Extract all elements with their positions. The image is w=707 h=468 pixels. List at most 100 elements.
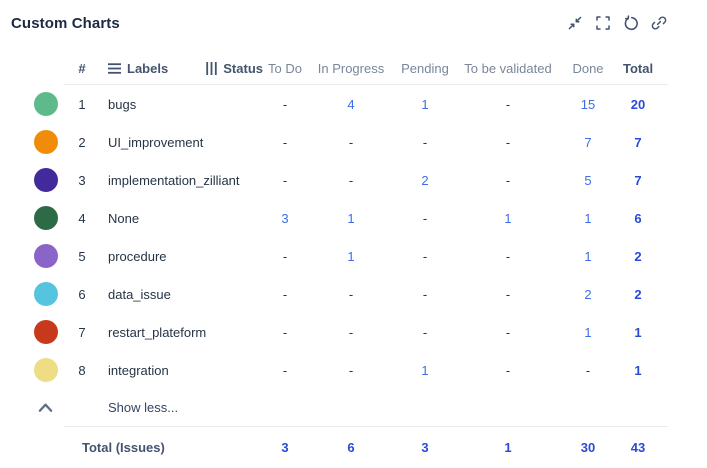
table-row: 1 bugs - 4 1 - 15 20 (0, 85, 707, 123)
table-row: 8 integration - - 1 - - 1 (0, 351, 707, 389)
row-total[interactable]: 7 (634, 172, 642, 188)
fullscreen-button[interactable] (594, 14, 612, 32)
column-header-todo: To Do (268, 60, 302, 76)
cell-value: - (505, 286, 511, 302)
show-less-link[interactable]: Show less... (108, 400, 179, 415)
footer-value-in-progress[interactable]: 6 (347, 439, 355, 455)
cell-value[interactable]: 5 (584, 172, 592, 188)
row-label: bugs (108, 96, 137, 112)
column-header-total: Total (623, 60, 654, 76)
labels-header-text: Labels (127, 60, 169, 76)
show-less-row: Show less... (0, 389, 707, 426)
row-number: 3 (78, 172, 86, 188)
column-header-status[interactable]: Status (206, 61, 263, 76)
hamburger-icon (108, 62, 121, 74)
cell-value[interactable]: 1 (421, 96, 429, 112)
cell-value[interactable]: 15 (580, 96, 596, 112)
cell-value: - (282, 96, 288, 112)
table-row: 3 implementation_zilliant - - 2 - 5 7 (0, 161, 707, 199)
cell-value[interactable]: 2 (421, 172, 429, 188)
row-number: 7 (78, 324, 86, 340)
row-total[interactable]: 2 (634, 248, 642, 264)
vertical-bars-icon (206, 61, 217, 75)
fullscreen-icon (596, 16, 610, 30)
cell-value[interactable]: 1 (421, 362, 429, 378)
link-button[interactable] (650, 14, 668, 32)
row-label: data_issue (108, 286, 171, 302)
row-total[interactable]: 1 (634, 324, 642, 340)
labels-by-status-table: # Labels Status (0, 52, 707, 467)
row-total[interactable]: 6 (634, 210, 642, 226)
cell-value: - (282, 248, 288, 264)
cell-value: - (505, 248, 511, 264)
table-row: 4 None 3 1 - 1 1 6 (0, 199, 707, 237)
cell-value: - (282, 134, 288, 150)
row-number: 5 (78, 248, 86, 264)
row-label: integration (108, 362, 169, 378)
cell-value[interactable]: 2 (584, 286, 592, 302)
collapse-button[interactable] (566, 14, 584, 32)
cell-value[interactable]: 1 (504, 210, 512, 226)
cell-value[interactable]: 1 (347, 210, 355, 226)
footer-value-pending[interactable]: 3 (421, 439, 429, 455)
cell-value: - (282, 324, 288, 340)
table-footer-row: Total (Issues) 3 6 3 1 30 43 (0, 427, 707, 467)
row-number: 6 (78, 286, 86, 302)
row-total[interactable]: 2 (634, 286, 642, 302)
cell-value: - (348, 324, 354, 340)
cell-value[interactable]: 7 (584, 134, 592, 150)
collapse-icon (568, 16, 582, 30)
row-label: None (108, 210, 140, 226)
cell-value: - (348, 134, 354, 150)
label-color-dot (34, 206, 58, 230)
cell-value: - (585, 362, 591, 378)
status-header-text: Status (223, 60, 263, 76)
column-header-labels[interactable]: Labels (108, 61, 168, 76)
table-header-row: # Labels Status (0, 52, 707, 84)
cell-value: - (422, 324, 428, 340)
label-color-dot (34, 358, 58, 382)
cell-value[interactable]: 1 (347, 248, 355, 264)
label-color-dot (34, 282, 58, 306)
label-color-dot (34, 92, 58, 116)
row-number: 8 (78, 362, 86, 378)
table-row: 2 UI_improvement - - - - 7 7 (0, 123, 707, 161)
cell-value: - (348, 362, 354, 378)
row-label: UI_improvement (108, 134, 204, 150)
row-total[interactable]: 1 (634, 362, 642, 378)
cell-value[interactable]: 1 (584, 324, 592, 340)
column-header-in-progress: In Progress (317, 60, 385, 76)
page-title: Custom Charts (11, 14, 120, 32)
cell-value: - (282, 362, 288, 378)
cell-value: - (348, 286, 354, 302)
cell-value[interactable]: 1 (584, 210, 592, 226)
footer-grand-total[interactable]: 43 (630, 439, 646, 455)
cell-value[interactable]: 1 (584, 248, 592, 264)
row-number: 4 (78, 210, 86, 226)
cell-value: - (282, 172, 288, 188)
cell-value[interactable]: 4 (347, 96, 355, 112)
footer-divider (64, 426, 668, 427)
row-total[interactable]: 20 (630, 96, 646, 112)
row-total[interactable]: 7 (634, 134, 642, 150)
column-header-to-be-validated: To be validated (464, 60, 552, 76)
column-header-pending: Pending (401, 60, 449, 76)
refresh-icon (624, 14, 638, 30)
cell-value: - (505, 134, 511, 150)
cell-value[interactable]: 3 (281, 210, 289, 226)
gadget-titlebar: Custom Charts (0, 0, 707, 32)
footer-value-done[interactable]: 30 (580, 439, 596, 455)
table-row: 6 data_issue - - - - 2 2 (0, 275, 707, 313)
footer-value-to-be-validated[interactable]: 1 (504, 439, 512, 455)
footer-total-label: Total (Issues) (82, 439, 165, 455)
row-label: implementation_zilliant (108, 172, 240, 188)
chevron-up-icon[interactable] (38, 402, 53, 413)
column-header-number: # (78, 60, 86, 76)
label-status-header-group: Labels Status (98, 61, 263, 76)
refresh-button[interactable] (622, 14, 640, 32)
footer-value-todo[interactable]: 3 (281, 439, 289, 455)
cell-value: - (422, 286, 428, 302)
cell-value: - (422, 134, 428, 150)
